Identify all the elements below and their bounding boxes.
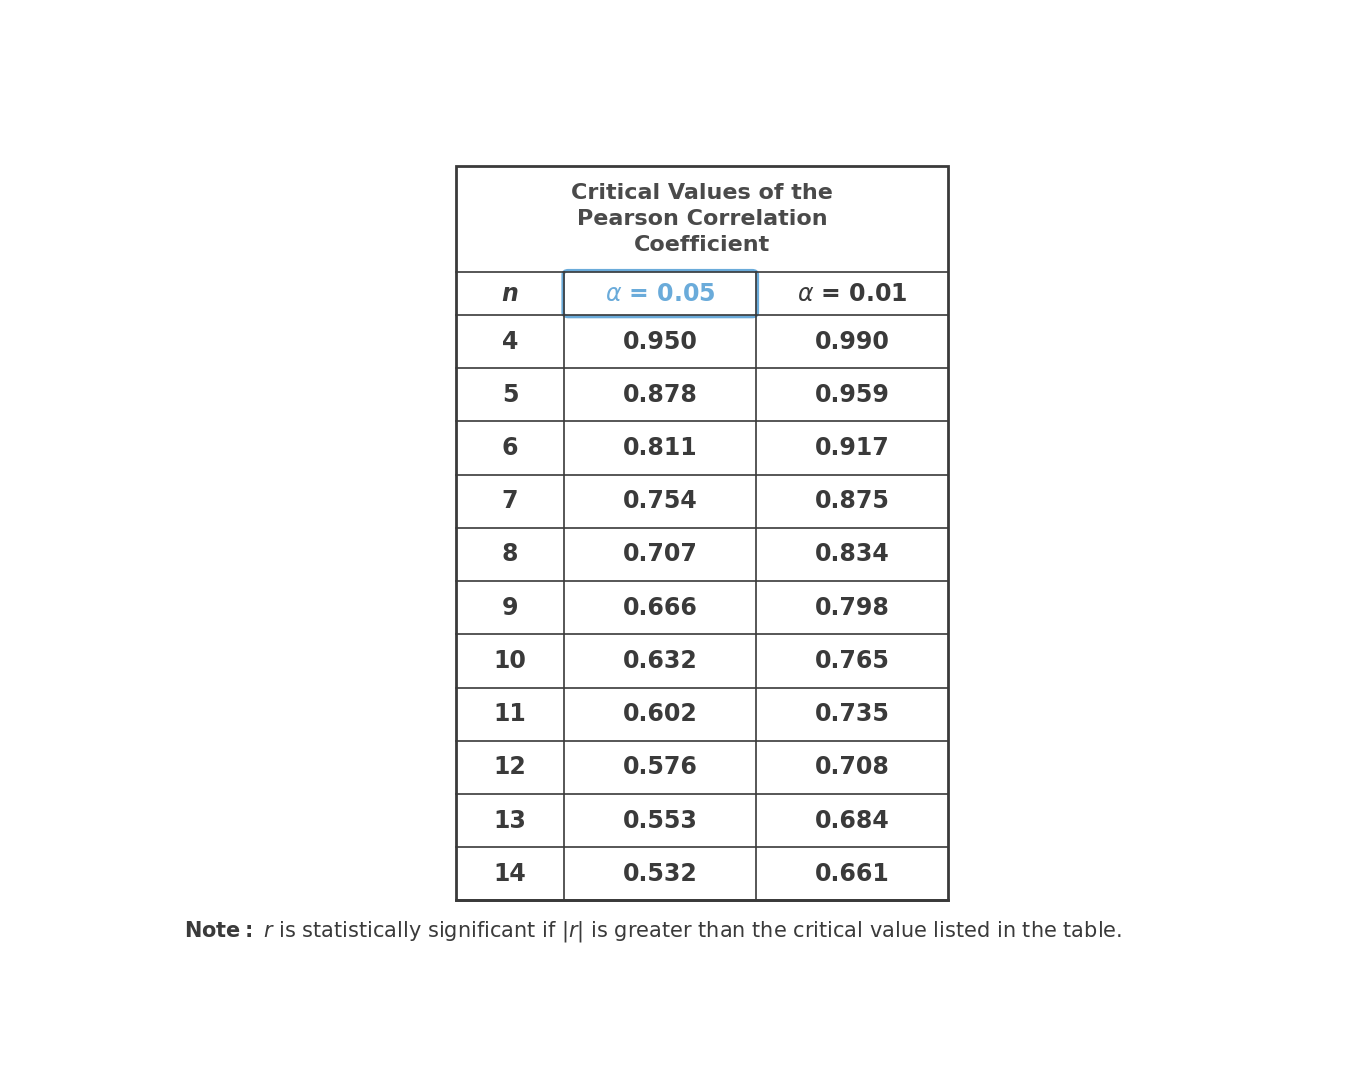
Text: 0.811: 0.811 — [623, 436, 697, 460]
Text: 11: 11 — [493, 702, 526, 726]
Text: 0.708: 0.708 — [815, 756, 890, 779]
Text: $\bfit{n}$: $\bfit{n}$ — [501, 282, 519, 306]
Text: 8: 8 — [501, 542, 518, 566]
Text: 10: 10 — [493, 649, 526, 673]
Text: 0.990: 0.990 — [815, 329, 890, 354]
Text: Pearson Correlation: Pearson Correlation — [577, 209, 827, 229]
Text: 0.878: 0.878 — [623, 383, 697, 406]
Text: 6: 6 — [501, 436, 518, 460]
Text: 12: 12 — [493, 756, 526, 779]
Text: 0.959: 0.959 — [815, 383, 890, 406]
Text: 5: 5 — [501, 383, 518, 406]
Text: $\alpha$ = 0.01: $\alpha$ = 0.01 — [797, 282, 907, 306]
Text: 0.950: 0.950 — [623, 329, 697, 354]
Text: 0.632: 0.632 — [623, 649, 697, 673]
Text: 13: 13 — [493, 808, 526, 833]
Text: 0.532: 0.532 — [623, 862, 697, 885]
Text: 0.754: 0.754 — [623, 489, 697, 513]
Text: 0.602: 0.602 — [623, 702, 697, 726]
Text: 0.735: 0.735 — [815, 702, 890, 726]
Text: 0.553: 0.553 — [623, 808, 697, 833]
Text: 0.917: 0.917 — [815, 436, 889, 460]
Text: $\alpha$ = 0.05: $\alpha$ = 0.05 — [606, 282, 715, 306]
Text: 0.707: 0.707 — [623, 542, 697, 566]
Text: 7: 7 — [501, 489, 518, 513]
Text: $\mathbf{Note:}$ $r$ is statistically significant if |$r$| is greater than the c: $\mathbf{Note:}$ $r$ is statistically si… — [184, 920, 1122, 944]
Text: 0.834: 0.834 — [815, 542, 889, 566]
Text: 0.661: 0.661 — [815, 862, 889, 885]
Text: 9: 9 — [501, 596, 518, 620]
Text: Coefficient: Coefficient — [634, 236, 770, 255]
Text: 0.666: 0.666 — [623, 596, 697, 620]
Text: 4: 4 — [501, 329, 518, 354]
Text: 0.576: 0.576 — [623, 756, 697, 779]
Text: Critical Values of the: Critical Values of the — [571, 182, 833, 203]
Text: 0.765: 0.765 — [815, 649, 890, 673]
Text: 0.798: 0.798 — [815, 596, 890, 620]
Text: 0.684: 0.684 — [815, 808, 889, 833]
Bar — [456, 166, 948, 900]
Text: 14: 14 — [493, 862, 526, 885]
Text: 0.875: 0.875 — [815, 489, 890, 513]
